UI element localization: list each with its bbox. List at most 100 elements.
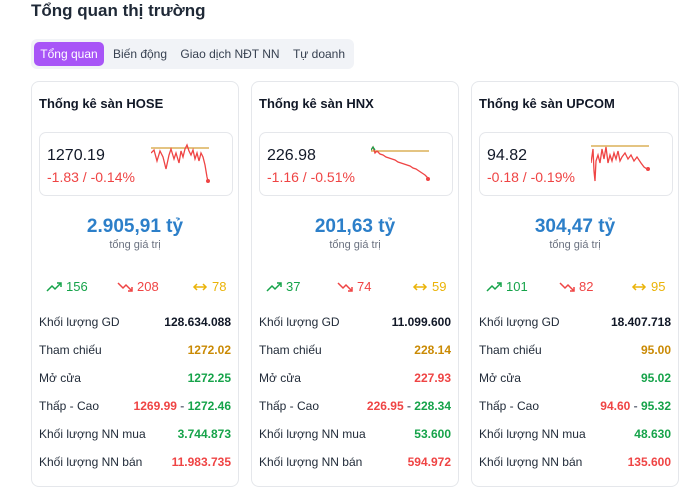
tab-overview[interactable]: Tổng quan — [34, 42, 104, 66]
stat-row-foreign-sell: Khối lượng NN bán 135.600 — [479, 448, 671, 476]
stat-value: 228.14 — [414, 343, 451, 357]
index-summary-box[interactable]: 1270.19 -1.83 / -0.14% — [39, 132, 233, 196]
stat-row-range: Thấp - Cao 226.95 - 228.34 — [259, 392, 451, 420]
stat-value: 3.744.873 — [177, 427, 231, 441]
stat-label: Thấp - Cao — [479, 399, 540, 413]
stat-row-open: Mở cửa 1272.25 — [39, 364, 231, 392]
index-value: 226.98 — [267, 147, 316, 164]
last-price-dot — [426, 177, 430, 181]
arrows-horizontal-icon — [412, 283, 428, 291]
high-value: 95.32 — [640, 399, 671, 413]
card-title: Thống kê sàn HOSE — [39, 96, 164, 111]
stat-value: 135.600 — [627, 455, 671, 469]
stat-value: 1272.25 — [187, 371, 231, 385]
advancers-value: 156 — [66, 279, 88, 294]
trend-down-icon — [559, 282, 575, 292]
card-title: Thống kê sàn UPCOM — [479, 96, 615, 111]
last-price-dot — [646, 167, 650, 171]
tab-proprietary[interactable]: Tự doanh — [292, 47, 346, 61]
stat-value-range: 1269.99 - 1272.46 — [133, 399, 231, 413]
advancers-value: 37 — [286, 279, 301, 294]
total-value-label: tổng giá trị — [549, 239, 601, 251]
stat-label: Khối lượng GD — [259, 315, 340, 329]
trend-up-icon — [486, 282, 502, 292]
stat-label: Khối lượng NN bán — [479, 455, 583, 469]
low-value: 226.95 — [366, 399, 404, 413]
exchange-card-hnx: Thống kê sàn HNX 226.98 -1.16 / -0.51% 2… — [251, 81, 459, 487]
last-price-dot — [206, 179, 210, 183]
tab-foreign-trading[interactable]: Giao dịch NĐT NN — [180, 47, 280, 61]
stat-label: Thấp - Cao — [39, 399, 100, 413]
stat-label: Khối lượng NN mua — [39, 427, 146, 441]
stat-value: 95.00 — [640, 343, 671, 357]
stat-value-range: 94.60 - 95.32 — [600, 399, 671, 413]
arrows-horizontal-icon — [192, 283, 208, 291]
unchanged-value: 78 — [212, 279, 227, 294]
stat-row-reference: Tham chiếu 1272.02 — [39, 336, 231, 364]
stat-label: Mở cửa — [479, 371, 521, 385]
tab-movement[interactable]: Biến động — [112, 47, 168, 61]
high-value: 228.34 — [414, 399, 451, 413]
exchange-card-upcom: Thống kê sàn UPCOM 94.82 -0.18 / -0.19% … — [471, 81, 679, 487]
stat-value: 95.02 — [640, 371, 671, 385]
stat-value: 48.630 — [634, 427, 671, 441]
stat-row-open: Mở cửa 95.02 — [479, 364, 671, 392]
stat-label: Khối lượng GD — [39, 315, 120, 329]
market-breadth: 37 74 59 — [252, 279, 458, 295]
stat-row-foreign-sell: Khối lượng NN bán 594.972 — [259, 448, 451, 476]
price-line — [591, 146, 648, 182]
stat-value: 11.983.735 — [171, 455, 231, 469]
stat-row-foreign-buy: Khối lượng NN mua 3.744.873 — [39, 420, 231, 448]
price-line-up — [371, 145, 376, 151]
stat-value: 128.634.088 — [164, 315, 231, 329]
stat-row-open: Mở cửa 227.93 — [259, 364, 451, 392]
stat-label: Tham chiếu — [479, 343, 542, 357]
stat-value: 18.407.718 — [610, 315, 671, 329]
trend-down-icon — [117, 282, 133, 292]
exchange-card-hose: Thống kê sàn HOSE 1270.19 -1.83 / -0.14%… — [31, 81, 239, 487]
decliners-value: 82 — [579, 279, 594, 294]
stat-row-foreign-buy: Khối lượng NN mua 53.600 — [259, 420, 451, 448]
index-change: -1.16 / -0.51% — [267, 169, 355, 185]
price-line — [151, 143, 209, 182]
total-value: 2.905,91 tỷ — [86, 216, 184, 237]
trend-down-icon — [337, 282, 353, 292]
stat-value: 1272.02 — [187, 343, 231, 357]
card-title: Thống kê sàn HNX — [259, 96, 374, 111]
low-value: 1269.99 — [133, 399, 177, 413]
stat-row-volume: Khối lượng GD 128.634.088 — [39, 308, 231, 336]
price-line — [371, 145, 429, 180]
stat-label: Thấp - Cao — [259, 399, 320, 413]
stat-label: Khối lượng NN bán — [259, 455, 363, 469]
stat-row-volume: Khối lượng GD 11.099.600 — [259, 308, 451, 336]
stat-row-range: Thấp - Cao 94.60 - 95.32 — [479, 392, 671, 420]
index-summary-box[interactable]: 94.82 -0.18 / -0.19% — [479, 132, 673, 196]
stat-label: Khối lượng NN bán — [39, 455, 143, 469]
stat-value: 53.600 — [414, 427, 451, 441]
stat-label: Mở cửa — [39, 371, 81, 385]
stat-row-foreign-buy: Khối lượng NN mua 48.630 — [479, 420, 671, 448]
stat-value: 594.972 — [407, 455, 451, 469]
stat-row-foreign-sell: Khối lượng NN bán 11.983.735 — [39, 448, 231, 476]
page-title: Tổng quan thị trường — [31, 1, 206, 20]
stat-value: 11.099.600 — [391, 315, 451, 329]
trend-up-icon — [266, 282, 282, 292]
stat-row-range: Thấp - Cao 1269.99 - 1272.46 — [39, 392, 231, 420]
index-summary-box[interactable]: 226.98 -1.16 / -0.51% — [259, 132, 453, 196]
index-change: -1.83 / -0.14% — [47, 169, 135, 185]
unchanged-value: 95 — [651, 279, 666, 294]
low-value: 94.60 — [600, 399, 631, 413]
market-breadth: 156 208 78 — [32, 279, 238, 295]
stat-label: Mở cửa — [259, 371, 301, 385]
sparkline-chart — [151, 143, 210, 183]
stat-row-volume: Khối lượng GD 18.407.718 — [479, 308, 671, 336]
market-breadth: 101 82 95 — [472, 279, 678, 295]
stat-label: Tham chiếu — [259, 343, 322, 357]
stat-value-range: 226.95 - 228.34 — [366, 399, 451, 413]
total-value: 201,63 tỷ — [314, 216, 396, 237]
stat-row-reference: Tham chiếu 228.14 — [259, 336, 451, 364]
stat-label: Khối lượng NN mua — [259, 427, 366, 441]
arrows-horizontal-icon — [631, 283, 647, 291]
decliners-value: 74 — [357, 279, 372, 294]
index-change: -0.18 / -0.19% — [487, 169, 575, 185]
